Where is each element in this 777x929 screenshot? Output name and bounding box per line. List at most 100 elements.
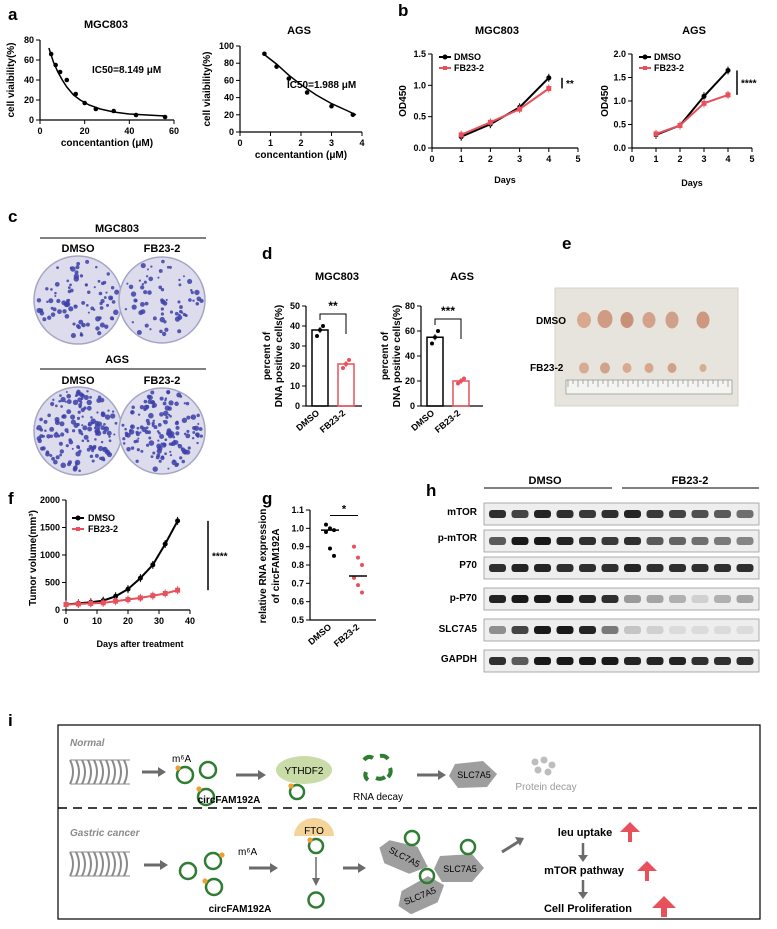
data-point	[93, 106, 99, 112]
colony	[144, 323, 149, 328]
colony	[161, 331, 167, 337]
g-ytick-label: 0.8	[291, 560, 304, 570]
significance-bracket	[434, 318, 462, 339]
colony	[59, 421, 65, 427]
colony	[39, 310, 45, 316]
colony	[74, 394, 78, 398]
a-ytick-label: 60	[224, 75, 234, 85]
chart-g-ylabel-line1: relative RNA expression	[258, 509, 269, 624]
line-xtick-label: 0	[63, 616, 68, 626]
point-FB23-2	[701, 100, 707, 106]
line-ytick-label: 0.0	[413, 143, 426, 153]
colony	[72, 467, 78, 472]
colony	[137, 413, 141, 416]
colony	[181, 417, 188, 424]
chart-a2-xlabel: concentantion (μM)	[255, 150, 347, 161]
colony	[49, 426, 55, 432]
blot-band	[556, 537, 574, 545]
bar-DMSO	[311, 329, 329, 407]
point-FB23-2	[63, 602, 69, 607]
d-ytick-label: 10	[290, 381, 300, 391]
plate-fb-mgc803	[118, 256, 206, 344]
colony	[89, 454, 94, 459]
colony	[85, 259, 90, 264]
coil-loop	[69, 851, 74, 877]
blot-label-mtor: mTOR	[447, 507, 478, 518]
colony	[128, 429, 135, 435]
colony	[140, 449, 144, 453]
chart-a1-title: MGC803	[84, 19, 128, 31]
label-slc-b: SLC7A5	[443, 864, 477, 874]
g-ytick-label: 0.7	[291, 578, 304, 588]
colony	[184, 314, 187, 317]
colony	[179, 305, 183, 309]
colony	[126, 282, 129, 285]
colony	[59, 449, 65, 454]
colony	[174, 316, 181, 322]
colony	[81, 415, 84, 418]
tumors-dmso	[577, 310, 710, 329]
colony	[149, 328, 152, 331]
blot-band	[669, 537, 686, 545]
colony	[174, 311, 179, 316]
line-ytick-label: 1500	[40, 523, 60, 533]
fto-protein: FTO	[294, 818, 334, 909]
a-ytick-label: 40	[224, 93, 234, 103]
colony	[67, 289, 72, 294]
colony	[150, 400, 155, 405]
blot-band	[669, 626, 686, 634]
blot-band	[736, 510, 754, 518]
point-DMSO	[546, 75, 552, 81]
colony	[138, 310, 144, 316]
blot-band	[736, 537, 754, 545]
colony	[58, 400, 61, 403]
colony	[138, 279, 141, 282]
line-xtick-label: 3	[517, 154, 522, 164]
a-ytick-label: 60	[24, 55, 34, 65]
data-point	[64, 77, 70, 83]
colony	[166, 390, 171, 394]
chart-b2-legend-dmso: DMSO	[654, 52, 681, 62]
significance-label: *	[342, 504, 347, 516]
colony	[169, 414, 172, 418]
colony	[54, 281, 60, 287]
colony	[64, 314, 70, 319]
a-xtick-label: 4	[359, 138, 364, 148]
colony	[162, 401, 167, 406]
colony	[37, 438, 42, 444]
data-point	[304, 90, 310, 95]
data-point	[73, 91, 79, 97]
label-fto: FTO	[304, 826, 324, 837]
panel-label-h: h	[426, 481, 436, 500]
colony	[122, 442, 126, 445]
blot-band	[534, 564, 551, 572]
coil-loop	[81, 759, 86, 785]
a-ytick-label: 0	[229, 127, 234, 137]
colony	[160, 287, 165, 292]
coil-loop	[111, 851, 116, 877]
colony	[145, 443, 150, 447]
blot-band	[736, 595, 754, 603]
d-ytick-label: 40	[405, 351, 415, 361]
colony	[172, 435, 176, 439]
colony	[108, 435, 111, 438]
line-xtick-label: 0	[429, 154, 434, 164]
blot-band	[511, 626, 529, 634]
colony	[159, 396, 164, 401]
blot-band	[556, 510, 574, 518]
colony	[97, 279, 101, 283]
colony	[199, 298, 204, 304]
point-DMSO	[137, 575, 143, 581]
colony	[56, 298, 61, 304]
blot-band	[601, 564, 619, 572]
a-xtick-label: 0	[37, 126, 42, 136]
colony	[110, 413, 116, 419]
blot-band	[714, 595, 731, 603]
plate-fb-ags	[118, 387, 206, 475]
panel-label-f: f	[8, 489, 14, 508]
colony	[86, 439, 90, 443]
colony	[39, 417, 43, 422]
colony	[168, 400, 174, 406]
